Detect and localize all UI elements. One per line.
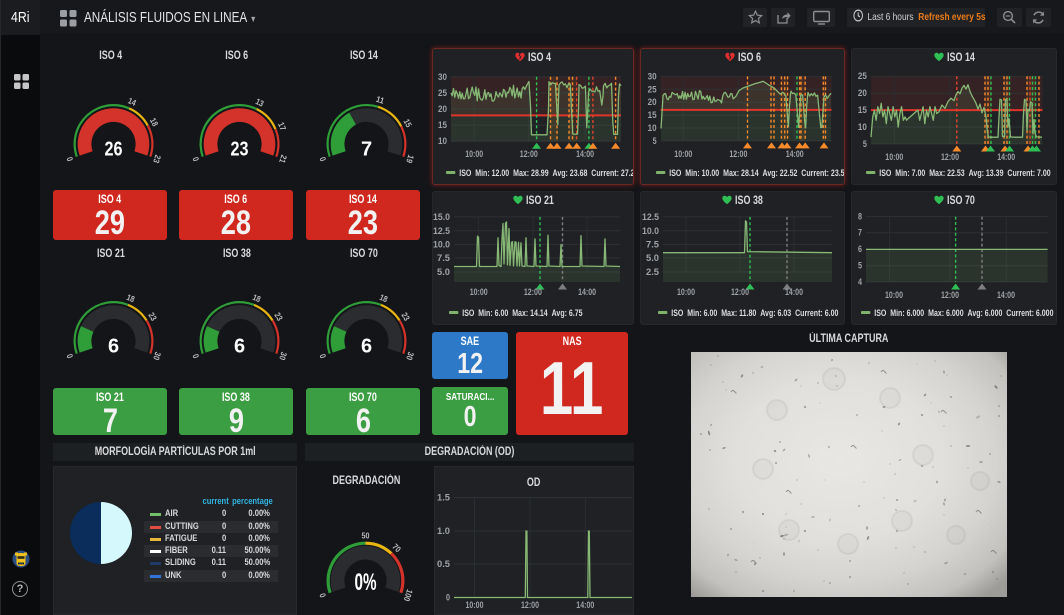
svg-text:10:00: 10:00 [465, 149, 483, 160]
svg-text:7.5: 7.5 [646, 239, 659, 249]
svg-text:7: 7 [361, 138, 372, 160]
svg-text:14:00: 14:00 [997, 290, 1015, 301]
svg-text:15.0: 15.0 [433, 212, 450, 222]
svg-text:8: 8 [858, 212, 862, 222]
svg-text:0: 0 [317, 592, 328, 599]
svg-text:21: 21 [277, 154, 289, 165]
svg-text:0%: 0% [355, 569, 377, 596]
svg-text:15: 15 [858, 105, 867, 115]
svg-text:23: 23 [151, 154, 163, 165]
svg-text:6: 6 [361, 335, 372, 357]
svg-text:10:00: 10:00 [466, 600, 484, 611]
svg-text:15: 15 [438, 120, 447, 130]
svg-text:15: 15 [648, 110, 657, 120]
svg-text:10:00: 10:00 [470, 287, 488, 298]
svg-text:2.5: 2.5 [646, 267, 659, 277]
svg-text:7.5: 7.5 [437, 253, 450, 263]
svg-text:18: 18 [125, 292, 136, 304]
svg-text:30: 30 [404, 351, 416, 362]
svg-text:20: 20 [438, 104, 447, 114]
svg-text:26: 26 [105, 138, 123, 160]
svg-text:10:00: 10:00 [885, 290, 903, 301]
svg-text:30: 30 [438, 72, 447, 82]
svg-text:30: 30 [277, 351, 289, 362]
svg-text:5.0: 5.0 [437, 267, 450, 277]
svg-text:12:00: 12:00 [941, 290, 959, 301]
svg-text:12:00: 12:00 [729, 149, 747, 160]
svg-text:19: 19 [404, 154, 416, 165]
svg-text:12.5: 12.5 [642, 212, 659, 222]
svg-text:0: 0 [64, 352, 75, 359]
svg-text:13: 13 [254, 96, 266, 109]
svg-text:14: 14 [126, 95, 138, 107]
svg-text:25: 25 [858, 71, 867, 81]
svg-text:10: 10 [648, 123, 657, 133]
svg-text:30: 30 [151, 351, 163, 362]
svg-text:1.0: 1.0 [437, 526, 450, 536]
svg-text:18: 18 [148, 116, 161, 128]
svg-text:12.5: 12.5 [433, 226, 450, 236]
svg-text:14:00: 14:00 [576, 149, 594, 160]
svg-text:5: 5 [653, 136, 657, 146]
svg-text:12:00: 12:00 [521, 600, 539, 611]
svg-text:12:00: 12:00 [524, 287, 542, 298]
svg-text:10:00: 10:00 [677, 287, 695, 298]
svg-text:23: 23 [231, 138, 249, 160]
svg-text:18: 18 [378, 292, 389, 304]
svg-text:12:00: 12:00 [941, 152, 959, 163]
svg-text:5.0: 5.0 [646, 253, 659, 263]
svg-text:23: 23 [146, 311, 159, 323]
svg-text:10.0: 10.0 [433, 239, 450, 249]
svg-text:10:00: 10:00 [674, 149, 692, 160]
svg-text:14:00: 14:00 [576, 600, 594, 611]
svg-text:23: 23 [272, 311, 285, 323]
svg-text:12:00: 12:00 [520, 149, 538, 160]
svg-text:10.0: 10.0 [642, 226, 659, 236]
svg-text:14:00: 14:00 [786, 149, 804, 160]
svg-text:30: 30 [648, 71, 657, 81]
svg-text:6: 6 [234, 335, 245, 357]
svg-text:6: 6 [858, 244, 862, 254]
svg-text:0.5: 0.5 [437, 559, 450, 569]
svg-text:10:00: 10:00 [885, 152, 903, 163]
svg-text:25: 25 [648, 84, 657, 94]
svg-text:25: 25 [438, 88, 447, 98]
svg-text:0: 0 [64, 155, 75, 162]
svg-text:6: 6 [108, 335, 119, 357]
svg-text:50: 50 [362, 530, 370, 540]
svg-text:1.5: 1.5 [437, 493, 450, 503]
svg-text:14:00: 14:00 [997, 152, 1015, 163]
svg-text:14:00: 14:00 [578, 287, 596, 298]
svg-text:12:00: 12:00 [731, 287, 749, 298]
svg-text:0: 0 [446, 593, 450, 603]
svg-text:5: 5 [863, 139, 867, 149]
svg-text:7: 7 [858, 228, 862, 238]
svg-text:100: 100 [402, 588, 415, 603]
svg-text:0: 0 [317, 352, 328, 359]
svg-text:0: 0 [190, 155, 201, 162]
svg-text:10: 10 [438, 136, 447, 146]
svg-text:15: 15 [401, 117, 414, 129]
svg-text:18: 18 [251, 292, 262, 304]
svg-text:11: 11 [375, 94, 386, 106]
svg-text:23: 23 [399, 311, 412, 323]
svg-text:0: 0 [190, 352, 201, 359]
svg-text:14:00: 14:00 [785, 287, 803, 298]
svg-text:5: 5 [858, 261, 862, 271]
svg-text:10: 10 [858, 122, 867, 132]
svg-text:20: 20 [648, 97, 657, 107]
svg-text:0: 0 [317, 155, 328, 162]
svg-text:17: 17 [276, 121, 288, 132]
svg-text:4: 4 [858, 277, 862, 287]
svg-text:20: 20 [858, 88, 867, 98]
